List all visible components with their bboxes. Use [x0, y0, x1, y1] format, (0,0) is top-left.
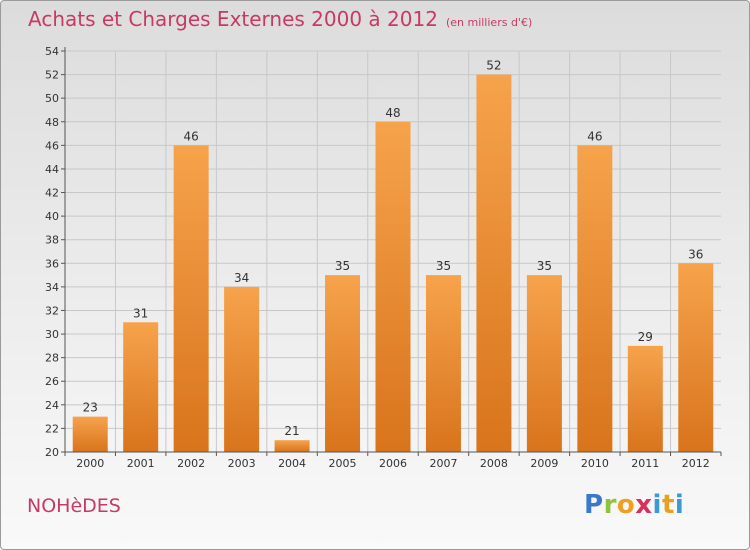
y-tick-label: 22: [45, 422, 59, 435]
y-tick-label: 46: [45, 139, 59, 152]
bar-value-label: 29: [638, 330, 653, 344]
y-tick-label: 50: [45, 92, 59, 105]
x-tick-label: 2002: [177, 457, 205, 470]
x-tick-label: 2007: [429, 457, 457, 470]
y-tick-label: 54: [45, 45, 59, 58]
y-tick-label: 48: [45, 116, 59, 129]
bar: [325, 275, 361, 452]
y-tick-label: 38: [45, 234, 59, 247]
x-tick-label: 2004: [278, 457, 306, 470]
x-tick-label: 2000: [76, 457, 104, 470]
bars: [72, 74, 714, 453]
bar-value-label: 52: [486, 59, 501, 73]
x-tick-label: 2001: [127, 457, 155, 470]
bar: [678, 263, 714, 452]
y-tick-label: 52: [45, 69, 59, 82]
logo-letter: i: [674, 490, 685, 520]
logo-letter: r: [603, 490, 617, 520]
labels: 20 22 24 26 28 30 32 34 36 38 40 42 44 46 48 50 52 54 23 20…: [45, 45, 710, 470]
x-tick-label: 2011: [631, 457, 659, 470]
chart-header: Achats et Charges Externes 2000 à 2012 (e…: [28, 7, 532, 31]
bar: [425, 275, 461, 452]
x-tick-label: 2003: [228, 457, 256, 470]
bar-value-label: 35: [335, 259, 350, 273]
bar: [274, 440, 310, 452]
bar: [123, 322, 159, 452]
y-tick-label: 34: [45, 281, 59, 294]
proxiti-logo: Proxiti: [584, 490, 684, 520]
bar: [476, 74, 512, 453]
axes: [61, 47, 722, 456]
bar-value-label: 21: [284, 424, 299, 438]
bar: [173, 145, 209, 452]
y-tick-label: 42: [45, 187, 59, 200]
bar-value-label: 34: [234, 271, 249, 285]
bar-value-label: 35: [537, 259, 552, 273]
bar: [375, 121, 411, 452]
x-tick-label: 2009: [530, 457, 558, 470]
x-tick-label: 2010: [581, 457, 609, 470]
bar: [224, 286, 260, 452]
x-tick-label: 2008: [480, 457, 508, 470]
y-tick-label: 20: [45, 446, 59, 459]
y-tick-label: 26: [45, 375, 59, 388]
place-name: NOHèDES: [27, 495, 121, 517]
logo-letter: t: [661, 490, 675, 520]
y-tick-label: 28: [45, 352, 59, 365]
x-tick-label: 2006: [379, 457, 407, 470]
bar-value-label: 48: [385, 106, 400, 120]
logo-letter: x: [635, 490, 653, 520]
bar-value-label: 46: [587, 129, 602, 143]
bar-value-label: 46: [184, 129, 199, 143]
x-tick-label: 2012: [682, 457, 710, 470]
chart-title: Achats et Charges Externes 2000 à 2012: [28, 7, 438, 31]
y-tick-label: 24: [45, 399, 59, 412]
y-tick-label: 30: [45, 328, 59, 341]
y-tick-label: 40: [45, 210, 59, 223]
bar: [526, 275, 562, 452]
y-tick-label: 36: [45, 257, 59, 270]
bar-value-label: 31: [133, 306, 148, 320]
logo-letter: i: [652, 490, 662, 520]
y-tick-label: 44: [45, 163, 59, 176]
logo-letter: P: [584, 490, 604, 520]
y-tick-label: 32: [45, 304, 59, 317]
x-tick-label: 2005: [329, 457, 357, 470]
bar: [627, 345, 663, 452]
bar: [72, 416, 108, 452]
chart-unit: (en milliers d'€): [445, 16, 533, 29]
bar-value-label: 36: [688, 247, 703, 261]
bar-value-label: 35: [436, 259, 451, 273]
bar: [577, 145, 613, 452]
logo-letter: o: [616, 490, 636, 520]
bar-value-label: 23: [83, 401, 98, 415]
